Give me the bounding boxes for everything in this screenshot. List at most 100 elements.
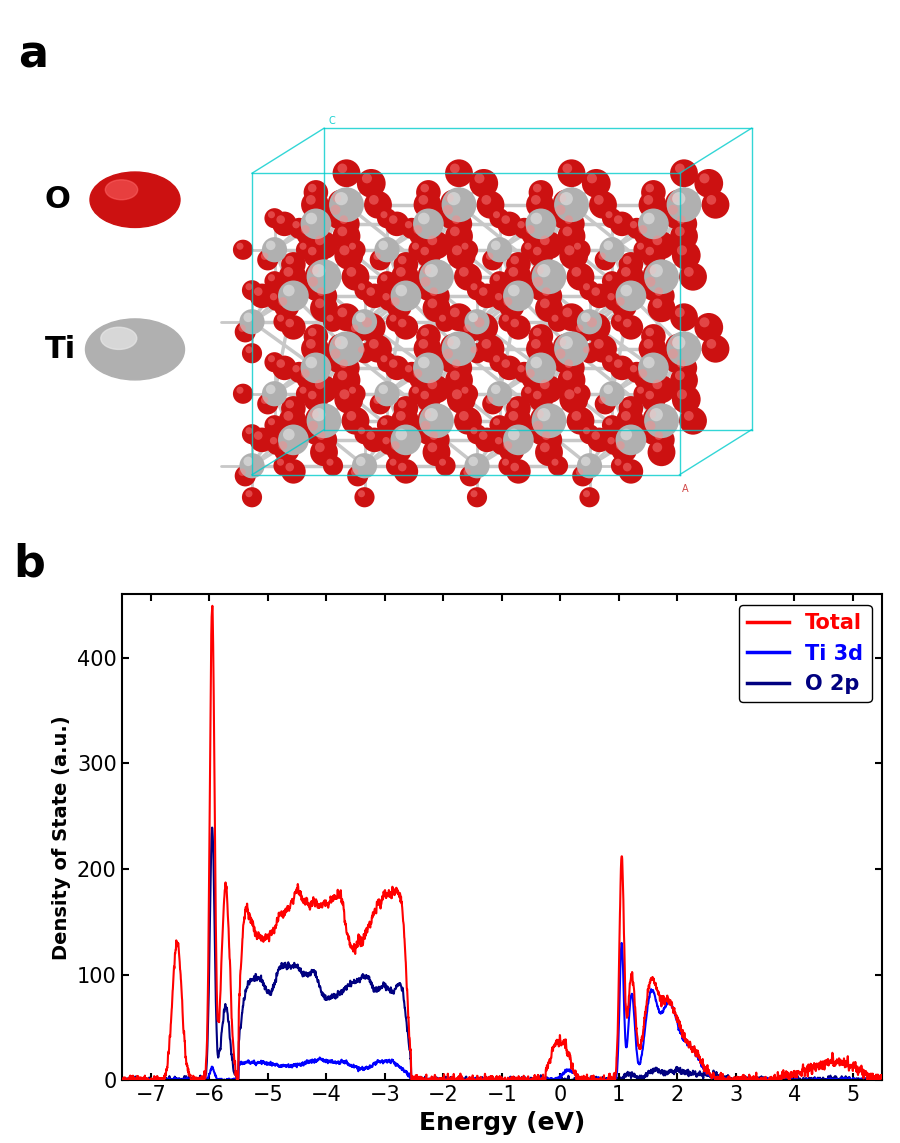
- Circle shape: [418, 406, 444, 431]
- Circle shape: [474, 427, 500, 453]
- Circle shape: [599, 237, 625, 263]
- Circle shape: [603, 384, 613, 394]
- Circle shape: [237, 386, 244, 393]
- Circle shape: [562, 163, 572, 174]
- Circle shape: [491, 434, 512, 455]
- Circle shape: [654, 287, 663, 296]
- Circle shape: [254, 431, 263, 440]
- Circle shape: [555, 349, 565, 359]
- Circle shape: [90, 171, 180, 227]
- Circle shape: [438, 200, 467, 230]
- Circle shape: [378, 384, 388, 394]
- Circle shape: [445, 337, 454, 346]
- Circle shape: [468, 456, 478, 466]
- Circle shape: [558, 223, 585, 250]
- Circle shape: [305, 357, 317, 368]
- Circle shape: [470, 313, 499, 342]
- Ti 3d: [815, 1073, 826, 1087]
- Circle shape: [634, 366, 660, 391]
- Circle shape: [571, 240, 590, 259]
- Circle shape: [662, 344, 692, 374]
- Circle shape: [467, 424, 487, 445]
- Circle shape: [443, 205, 453, 215]
- Circle shape: [459, 411, 469, 421]
- Circle shape: [641, 387, 666, 411]
- Circle shape: [370, 393, 391, 415]
- Circle shape: [616, 441, 625, 450]
- Ti 3d: [436, 1073, 446, 1087]
- Circle shape: [338, 226, 347, 237]
- Circle shape: [536, 231, 562, 259]
- Circle shape: [405, 221, 412, 229]
- Circle shape: [420, 184, 429, 192]
- Circle shape: [527, 416, 556, 446]
- Circle shape: [526, 369, 535, 378]
- Circle shape: [289, 362, 310, 383]
- Circle shape: [644, 259, 679, 294]
- Circle shape: [677, 390, 687, 399]
- Circle shape: [317, 287, 326, 296]
- Circle shape: [283, 429, 294, 440]
- Circle shape: [335, 336, 348, 350]
- Circle shape: [301, 225, 310, 234]
- Circle shape: [598, 253, 606, 259]
- Circle shape: [670, 223, 698, 250]
- Circle shape: [338, 370, 347, 381]
- Circle shape: [301, 352, 331, 383]
- Circle shape: [675, 307, 685, 318]
- Circle shape: [508, 429, 519, 440]
- Circle shape: [540, 298, 550, 309]
- Circle shape: [580, 312, 590, 322]
- Total: [436, 1073, 446, 1087]
- Circle shape: [576, 469, 583, 475]
- Circle shape: [467, 487, 487, 507]
- Circle shape: [497, 355, 522, 381]
- Text: O: O: [45, 185, 71, 214]
- Circle shape: [471, 346, 478, 353]
- Circle shape: [580, 280, 599, 301]
- Circle shape: [460, 465, 481, 487]
- Circle shape: [530, 213, 542, 224]
- Circle shape: [312, 264, 326, 278]
- Circle shape: [278, 297, 287, 306]
- Circle shape: [490, 271, 509, 291]
- Circle shape: [305, 262, 331, 287]
- Circle shape: [616, 297, 625, 306]
- Circle shape: [409, 240, 428, 259]
- Circle shape: [386, 312, 406, 331]
- Circle shape: [530, 357, 542, 368]
- Circle shape: [479, 431, 488, 440]
- Circle shape: [618, 253, 644, 277]
- Circle shape: [667, 187, 701, 222]
- Circle shape: [562, 307, 572, 318]
- Circle shape: [351, 325, 358, 331]
- Circle shape: [333, 159, 360, 187]
- Circle shape: [398, 400, 407, 408]
- Circle shape: [604, 434, 625, 455]
- Circle shape: [637, 242, 644, 250]
- Circle shape: [328, 334, 354, 359]
- Circle shape: [518, 365, 525, 373]
- Circle shape: [528, 181, 554, 205]
- Circle shape: [356, 312, 365, 322]
- Circle shape: [289, 218, 310, 239]
- Circle shape: [414, 191, 441, 218]
- Circle shape: [514, 362, 535, 383]
- Circle shape: [537, 283, 562, 309]
- Circle shape: [284, 267, 293, 277]
- Circle shape: [462, 386, 469, 393]
- Circle shape: [446, 159, 472, 187]
- Circle shape: [643, 262, 669, 287]
- Circle shape: [374, 397, 381, 403]
- Circle shape: [381, 355, 388, 362]
- Circle shape: [310, 231, 338, 259]
- Circle shape: [699, 174, 709, 183]
- Circle shape: [416, 325, 441, 349]
- Circle shape: [326, 344, 355, 374]
- Circle shape: [364, 335, 392, 362]
- Circle shape: [257, 393, 278, 415]
- Circle shape: [425, 408, 438, 422]
- Circle shape: [377, 415, 397, 435]
- Circle shape: [272, 211, 297, 237]
- Circle shape: [351, 469, 358, 475]
